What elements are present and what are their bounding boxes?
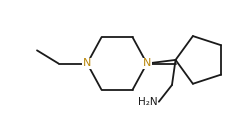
Text: N: N: [143, 59, 151, 68]
Text: N: N: [83, 59, 91, 68]
Text: H₂N: H₂N: [138, 97, 158, 107]
